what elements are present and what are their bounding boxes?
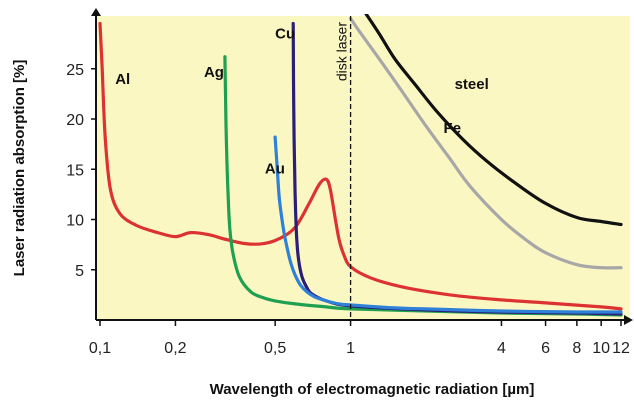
y-tick-label: 20 xyxy=(66,112,84,129)
y-axis-title: Laser radiation absorption [%] xyxy=(11,60,28,277)
x-tick-label: 0,5 xyxy=(264,340,286,357)
x-axis-arrow-icon xyxy=(624,315,633,325)
series-label-al: Al xyxy=(115,71,130,88)
x-tick-label: 6 xyxy=(541,340,550,357)
series-label-fe: Fe xyxy=(444,120,462,137)
series-label-ag: Ag xyxy=(204,64,224,81)
x-tick-label: 10 xyxy=(592,340,610,357)
y-tick-label: 5 xyxy=(75,263,84,280)
y-axis: 5 10 15 20 25 xyxy=(66,8,101,320)
series-line-fe xyxy=(349,16,623,270)
series-label-au: Au xyxy=(265,160,285,177)
x-tick-label: 0,1 xyxy=(89,340,111,357)
series-line-au xyxy=(273,135,623,314)
series-line-al xyxy=(98,21,623,311)
x-tick-label: 1 xyxy=(346,340,355,357)
series-label-steel: steel xyxy=(455,76,489,93)
series-labels: Al Ag Cu Au steel Fe xyxy=(115,26,489,178)
y-axis-arrow-icon xyxy=(91,8,101,16)
series-group xyxy=(98,14,623,317)
x-axis-title: Wavelength of electromagnetic radiation … xyxy=(210,381,535,398)
x-tick-label: 4 xyxy=(497,340,506,357)
y-tick-label: 10 xyxy=(66,213,84,230)
disk-laser-label: disk laser xyxy=(334,22,350,81)
series-line-steel xyxy=(364,14,623,227)
annotation-group: disk laser xyxy=(334,16,352,320)
x-tick-label: 12 xyxy=(612,340,630,357)
x-tick-label: 8 xyxy=(572,340,581,357)
x-axis: 0,1 0,2 0,5 1 4 6 8 10 12 xyxy=(89,315,633,357)
plot-background xyxy=(96,16,630,320)
series-label-cu: Cu xyxy=(275,26,295,43)
y-tick-label: 25 xyxy=(66,62,84,79)
x-tick-label: 0,2 xyxy=(164,340,186,357)
y-tick-label: 15 xyxy=(66,162,84,179)
